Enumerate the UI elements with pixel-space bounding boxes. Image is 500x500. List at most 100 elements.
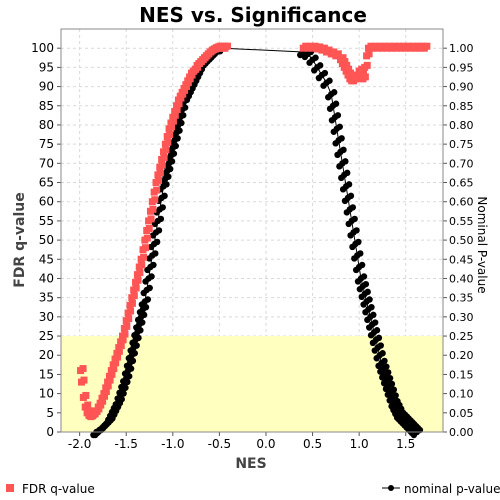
- x-tick-label: 0.0: [256, 437, 275, 451]
- y-left-tick-label: 0: [46, 425, 54, 439]
- nominal-pvalue-point: [311, 67, 318, 74]
- nominal-pvalue-point: [351, 215, 358, 223]
- y-right-tick-label: 1.00: [449, 42, 474, 55]
- fdr-qvalue-point: [143, 234, 151, 242]
- fdr-qvalue-point: [121, 330, 129, 338]
- nominal-pvalue-point: [383, 363, 390, 370]
- fdr-qvalue-point: [125, 315, 133, 323]
- y-right-tick-label: 0.75: [449, 138, 474, 151]
- y-left-tick-label: 100: [31, 41, 54, 55]
- nominal-pvalue-point: [127, 347, 134, 354]
- nominal-pvalue-point: [334, 112, 342, 119]
- fdr-qvalue-point: [320, 44, 328, 52]
- nominal-pvalue-point: [301, 53, 309, 61]
- nominal-pvalue-point: [146, 284, 153, 292]
- y-right-tick-label: 0.45: [449, 253, 474, 266]
- y-left-tick-label: 45: [39, 252, 54, 266]
- nominal-pvalue-point: [339, 186, 347, 193]
- nominal-pvalue-point: [118, 383, 125, 391]
- x-tick-label: -2.0: [68, 437, 91, 451]
- nominal-pvalue-point: [317, 62, 324, 69]
- plot-frame: [60, 28, 444, 433]
- fdr-qvalue-point: [345, 65, 353, 73]
- nominal-pvalue-point: [375, 362, 382, 370]
- x-axis-title: NES: [235, 456, 266, 472]
- nominal-pvalue-point: [392, 392, 399, 399]
- nominal-pvalue-point: [149, 232, 157, 239]
- nominal-pvalue-point: [351, 255, 358, 262]
- nominal-pvalue-point: [330, 128, 337, 135]
- x-tick-label: 0.5: [303, 437, 322, 451]
- y-left-tick-label: 85: [39, 99, 54, 113]
- nominal-pvalue-point: [371, 347, 378, 354]
- y-left-axis-title: FDR q-value: [12, 192, 28, 288]
- y-right-tick-label: 0.00: [449, 426, 474, 439]
- nominal-pvalue-point: [373, 355, 380, 362]
- x-tick-label: 1.0: [350, 437, 369, 451]
- nominal-pvalue-point: [134, 316, 142, 324]
- y-left-tick-label: 55: [39, 214, 54, 228]
- y-left-tick-label: 5: [46, 406, 54, 420]
- nominal-pvalue-point: [114, 395, 121, 402]
- x-tick-label: -1.0: [161, 437, 184, 451]
- y-right-tick-label: 0.60: [449, 196, 474, 209]
- y-left-axis-ticks: 0 5 10 15 20 25 30 35 40 45 50 55 60 65 70 75 80 85 90 95 10…: [31, 41, 61, 439]
- nominal-pvalue-point: [159, 204, 166, 211]
- fdr-qvalue-point: [162, 146, 170, 154]
- nominal-pvalue-point: [349, 243, 356, 251]
- nominal-pvalue-point: [153, 238, 161, 246]
- fdr-qvalue-point: [171, 111, 179, 119]
- y-right-tick-label: 0.25: [449, 330, 474, 343]
- nominal-pvalue-point: [138, 301, 146, 308]
- fdr-qvalue-point: [123, 322, 131, 330]
- nominal-pvalue-point: [385, 369, 392, 376]
- y-right-tick-label: 0.85: [449, 100, 474, 113]
- nominal-pvalue-point: [341, 197, 349, 205]
- nominal-pvalue-point: [371, 319, 379, 326]
- fdr-qvalue-point: [223, 42, 231, 50]
- fdr-qvalue-point: [82, 391, 90, 399]
- nominal-pvalue-point: [362, 308, 369, 316]
- nominal-pvalue-point: [150, 261, 157, 269]
- nominal-pvalue-point: [370, 311, 377, 319]
- fdr-qvalue-point: [156, 169, 164, 177]
- fdr-qvalue-point: [104, 382, 112, 390]
- nominal-pvalue-point: [358, 293, 365, 301]
- nominal-pvalue-point: [142, 278, 149, 285]
- nominal-pvalue-point: [140, 289, 147, 297]
- nominal-pvalue-point: [334, 151, 341, 159]
- nominal-pvalue-point: [364, 288, 371, 296]
- nominal-pvalue-point: [354, 278, 362, 285]
- nominal-pvalue-point: [129, 339, 136, 347]
- nominal-pvalue-point: [347, 192, 355, 200]
- fdr-qvalue-point: [114, 353, 122, 361]
- nominal-pvalue-point: [386, 397, 393, 404]
- legend-fdr[interactable]: FDR q-value: [6, 482, 95, 496]
- nominal-pvalue-point: [349, 204, 357, 211]
- nominal-pvalue-point: [340, 146, 347, 154]
- nominal-pvalue-point: [328, 117, 336, 124]
- nominal-pvalue-point: [353, 227, 360, 234]
- nominal-pvalue-point: [381, 357, 388, 365]
- nominal-pvalue-point: [155, 227, 163, 234]
- nominal-pvalue-point: [358, 261, 366, 269]
- y-right-tick-label: 0.30: [449, 311, 474, 324]
- fdr-qvalue-point: [166, 130, 174, 138]
- fdr-qvalue-series: [77, 42, 431, 421]
- nominal-pvalue-point: [336, 163, 343, 170]
- y-right-tick-label: 0.55: [449, 215, 474, 228]
- fdr-qvalue-point: [136, 269, 144, 277]
- x-tick-label: -0.5: [208, 437, 231, 451]
- nominal-pvalue-point: [120, 378, 127, 385]
- fdr-qvalue-point: [130, 292, 138, 300]
- nominal-pvalue-point: [365, 324, 373, 331]
- chart-title: NES vs. Significance: [139, 3, 367, 27]
- nominal-pvalue-point: [148, 273, 155, 280]
- nominal-pvalue-point: [386, 374, 394, 382]
- fdr-qvalue-point: [341, 58, 349, 66]
- legend-nominal[interactable]: nominal p-value: [382, 482, 500, 496]
- y-left-tick-label: 15: [39, 367, 54, 381]
- fdr-qvalue-point: [175, 100, 183, 108]
- nominal-pvalue-point: [373, 327, 381, 334]
